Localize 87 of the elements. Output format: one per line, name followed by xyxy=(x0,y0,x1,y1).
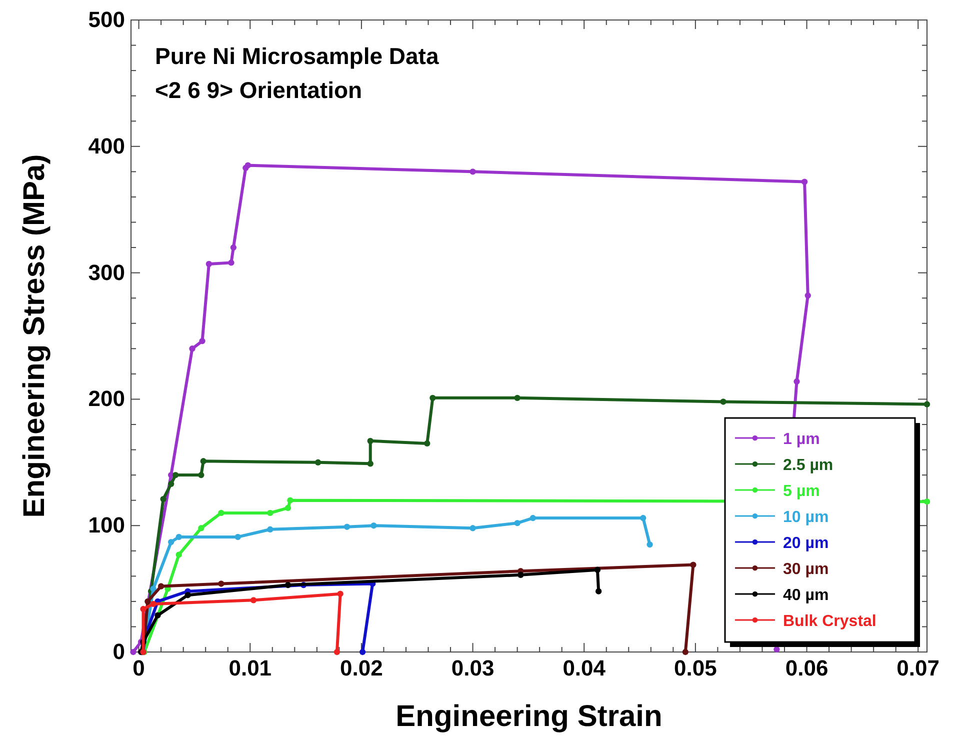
y-tick-label: 300 xyxy=(88,260,125,285)
x-tick-label: 0.02 xyxy=(340,656,383,681)
legend-label: 5 µm xyxy=(783,483,820,500)
point xyxy=(198,525,204,532)
x-tick-label: 0.03 xyxy=(451,656,494,681)
point xyxy=(530,514,536,522)
point xyxy=(144,598,151,605)
point xyxy=(794,378,800,385)
y-tick-label: 200 xyxy=(88,386,125,412)
point xyxy=(514,520,520,526)
point xyxy=(344,524,350,530)
point xyxy=(595,588,602,594)
x-tick-label: 0.01 xyxy=(228,656,272,681)
y-tick-label: 100 xyxy=(88,512,125,538)
point xyxy=(334,648,340,656)
point xyxy=(367,438,374,444)
point xyxy=(150,586,156,592)
point xyxy=(230,244,237,251)
point xyxy=(267,510,274,516)
point xyxy=(189,346,196,352)
point xyxy=(359,648,366,656)
point xyxy=(367,460,374,467)
x-axis-title: Engineering Strain xyxy=(396,700,662,733)
point xyxy=(640,514,646,522)
point xyxy=(176,552,182,558)
point xyxy=(370,522,377,529)
point xyxy=(228,260,234,266)
point xyxy=(430,394,436,402)
x-tick-label: 0 xyxy=(132,656,145,681)
legend-label: 2.5 µm xyxy=(783,457,834,474)
point xyxy=(518,572,524,578)
point xyxy=(514,394,520,402)
legend-label: 40 µm xyxy=(783,587,829,604)
point xyxy=(218,510,224,516)
legend-label: 1 µm xyxy=(783,431,820,448)
legend-label: Bulk Crystal xyxy=(783,613,876,630)
legend-label: 10 µm xyxy=(783,509,829,526)
point xyxy=(160,496,166,502)
point xyxy=(424,440,430,447)
point xyxy=(172,472,179,478)
point xyxy=(924,498,930,505)
point xyxy=(206,260,212,268)
point xyxy=(140,606,146,612)
annotation: <2 6 9> Orientation xyxy=(155,77,362,103)
point xyxy=(244,162,251,168)
point xyxy=(158,583,164,590)
point xyxy=(314,459,322,466)
y-tick-label: 0 xyxy=(112,639,125,664)
point xyxy=(287,497,294,504)
point xyxy=(218,580,224,587)
point xyxy=(150,600,156,608)
annotation: Pure Ni Microsample Data xyxy=(155,43,439,69)
legend-label: 30 µm xyxy=(783,561,829,578)
point xyxy=(199,338,206,344)
x-tick-label: 0.05 xyxy=(674,656,717,681)
point xyxy=(804,292,811,299)
point xyxy=(200,458,206,464)
point xyxy=(234,534,241,540)
x-tick-label: 0.04 xyxy=(562,656,606,681)
point xyxy=(198,472,204,478)
y-axis-title: Engineering Stress (MPa) xyxy=(18,154,51,518)
point xyxy=(646,541,653,548)
x-tick-label: 0.07 xyxy=(896,656,940,681)
point xyxy=(184,592,191,598)
point xyxy=(924,401,930,408)
point xyxy=(130,648,136,656)
point xyxy=(594,566,601,573)
point xyxy=(470,525,476,532)
y-tick-label: 400 xyxy=(88,133,125,158)
point xyxy=(284,582,292,588)
point xyxy=(720,398,726,405)
y-tick-label: 500 xyxy=(88,7,125,32)
point xyxy=(337,590,344,597)
point xyxy=(690,562,696,568)
point xyxy=(267,526,274,532)
point xyxy=(168,480,174,487)
x-tick-label: 0.06 xyxy=(785,656,828,681)
point xyxy=(682,648,689,656)
point xyxy=(470,168,476,175)
point xyxy=(154,612,161,618)
point xyxy=(250,597,257,604)
point xyxy=(774,646,780,653)
point xyxy=(801,178,808,185)
point xyxy=(168,538,174,546)
legend-label: 20 µm xyxy=(783,535,829,552)
point xyxy=(284,504,292,511)
point xyxy=(176,534,182,540)
